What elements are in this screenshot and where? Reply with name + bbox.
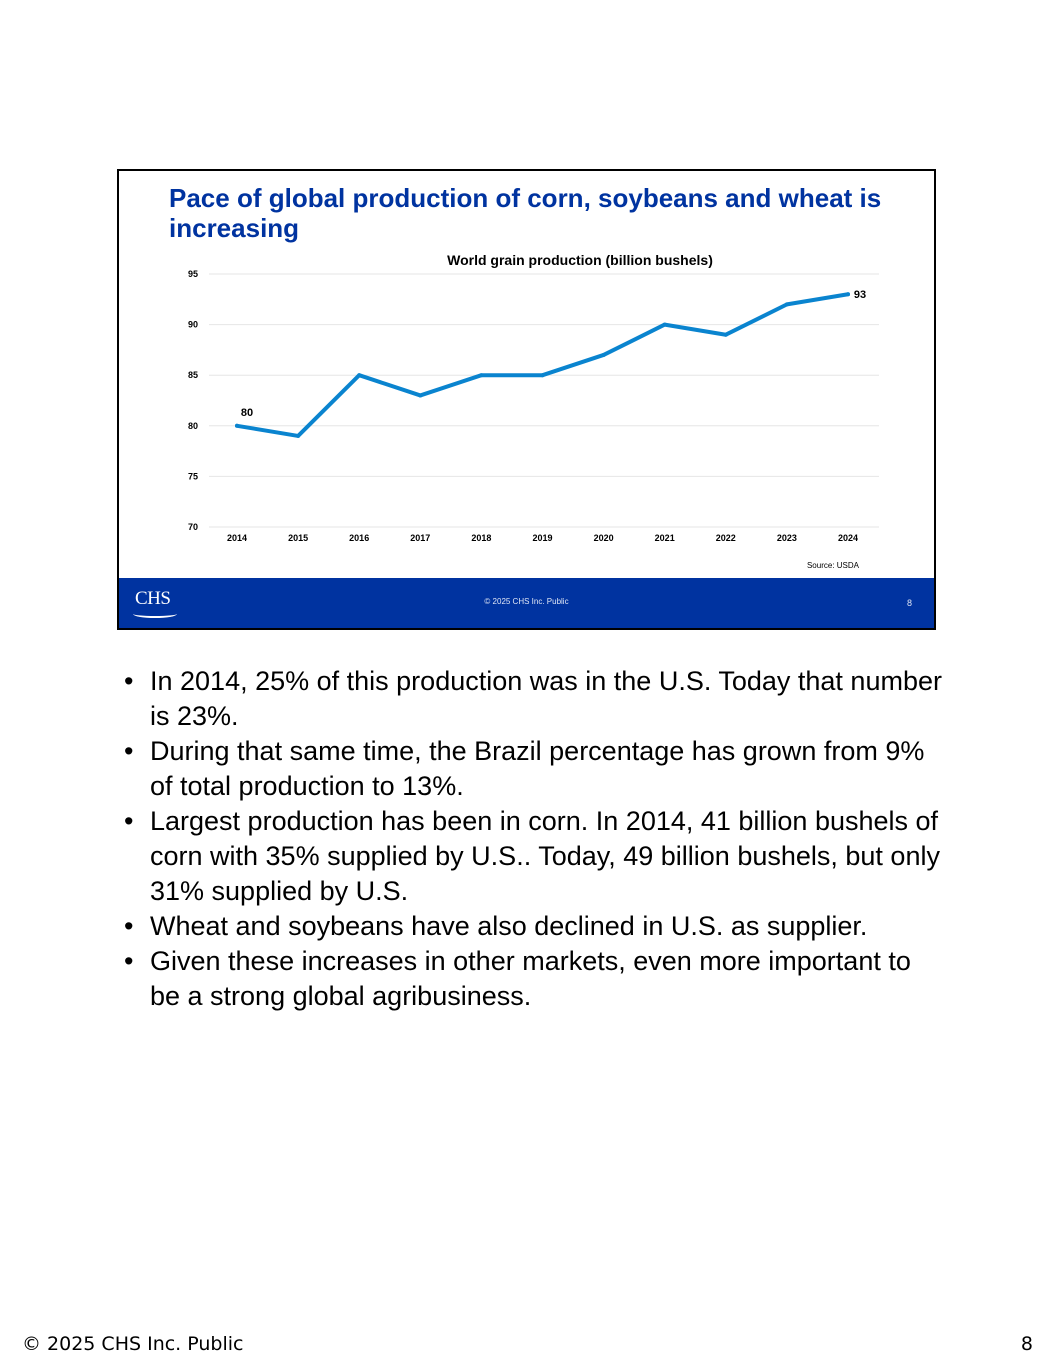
data-point xyxy=(784,302,789,307)
note-text: During that same time, the Brazil percen… xyxy=(150,736,925,801)
x-tick-label: 2023 xyxy=(777,533,797,543)
y-tick-label: 70 xyxy=(188,522,198,532)
x-tick-label: 2020 xyxy=(594,533,614,543)
data-point xyxy=(723,332,728,337)
x-tick-label: 2024 xyxy=(838,533,858,543)
data-point xyxy=(601,352,606,357)
page-footer-number: 8 xyxy=(1020,1333,1033,1355)
data-point xyxy=(296,433,301,438)
list-item: • Wheat and soybeans have also declined i… xyxy=(124,909,944,944)
bullet-icon: • xyxy=(124,666,134,696)
x-tick-label: 2015 xyxy=(288,533,308,543)
y-tick-label: 95 xyxy=(188,269,198,279)
slide-footer-page-number: 8 xyxy=(906,598,912,608)
slide-footer-bar: CHS © 2025 CHS Inc. Public 8 xyxy=(119,578,934,628)
x-tick-label: 2016 xyxy=(349,533,369,543)
x-tick-label: 2018 xyxy=(471,533,491,543)
data-point xyxy=(357,373,362,378)
note-text: In 2014, 25% of this production was in t… xyxy=(150,666,942,731)
slide-footer-copyright: © 2025 CHS Inc. Public xyxy=(484,597,569,606)
list-item: • In 2014, 25% of this production was in … xyxy=(124,664,944,734)
bullet-icon: • xyxy=(124,946,134,976)
list-item: • During that same time, the Brazil perce… xyxy=(124,734,944,804)
note-text: Given these increases in other markets, … xyxy=(150,946,911,1011)
line-chart: World grain production (billion bushels)… xyxy=(188,252,879,570)
y-tick-label: 85 xyxy=(188,370,198,380)
x-tick-label: 2019 xyxy=(532,533,552,543)
y-axis-ticks: 70 75 80 85 90 95 xyxy=(188,269,198,532)
y-tick-label: 75 xyxy=(188,471,198,481)
x-tick-label: 2021 xyxy=(655,533,675,543)
x-axis-ticks: 2014 2015 2016 2017 2018 2019 2020 2021 2022 2023… xyxy=(227,533,858,543)
data-point xyxy=(846,292,850,297)
x-tick-label: 2017 xyxy=(410,533,430,543)
chs-logo: CHS xyxy=(135,588,171,609)
bullet-icon: • xyxy=(124,736,134,766)
data-label: 93 xyxy=(854,289,866,301)
note-text: Largest production has been in corn. In … xyxy=(150,806,940,906)
list-item: • Largest production has been in corn. In… xyxy=(124,804,944,909)
data-point xyxy=(418,393,423,398)
data-point xyxy=(540,373,545,378)
data-point xyxy=(662,322,667,327)
logo-swoosh-icon xyxy=(133,610,177,618)
bullet-icon: • xyxy=(124,911,134,941)
data-point xyxy=(235,423,239,428)
chart-title: World grain production (billion bushels) xyxy=(447,252,713,268)
bullet-icon: • xyxy=(124,806,134,836)
page-footer-copyright: © 2025 CHS Inc. Public xyxy=(22,1333,244,1355)
data-label: 80 xyxy=(241,407,253,419)
y-tick-label: 90 xyxy=(188,320,198,330)
note-text: Wheat and soybeans have also declined in… xyxy=(150,911,868,941)
x-tick-label: 2014 xyxy=(227,533,247,543)
speaker-notes-list: • In 2014, 25% of this production was in … xyxy=(124,664,944,1014)
chart-source: Source: USDA xyxy=(807,561,860,570)
slide-title: Pace of global production of corn, soybe… xyxy=(169,183,882,243)
slide-thumbnail: Pace of global production of corn, soybe… xyxy=(117,169,936,630)
list-item: • Given these increases in other markets,… xyxy=(124,944,944,1014)
data-point xyxy=(479,373,484,378)
series-line xyxy=(235,292,850,438)
data-labels: 80 93 xyxy=(241,289,866,419)
y-tick-label: 80 xyxy=(188,421,198,431)
x-tick-label: 2022 xyxy=(716,533,736,543)
gridlines xyxy=(209,273,879,528)
data-points xyxy=(235,292,850,438)
